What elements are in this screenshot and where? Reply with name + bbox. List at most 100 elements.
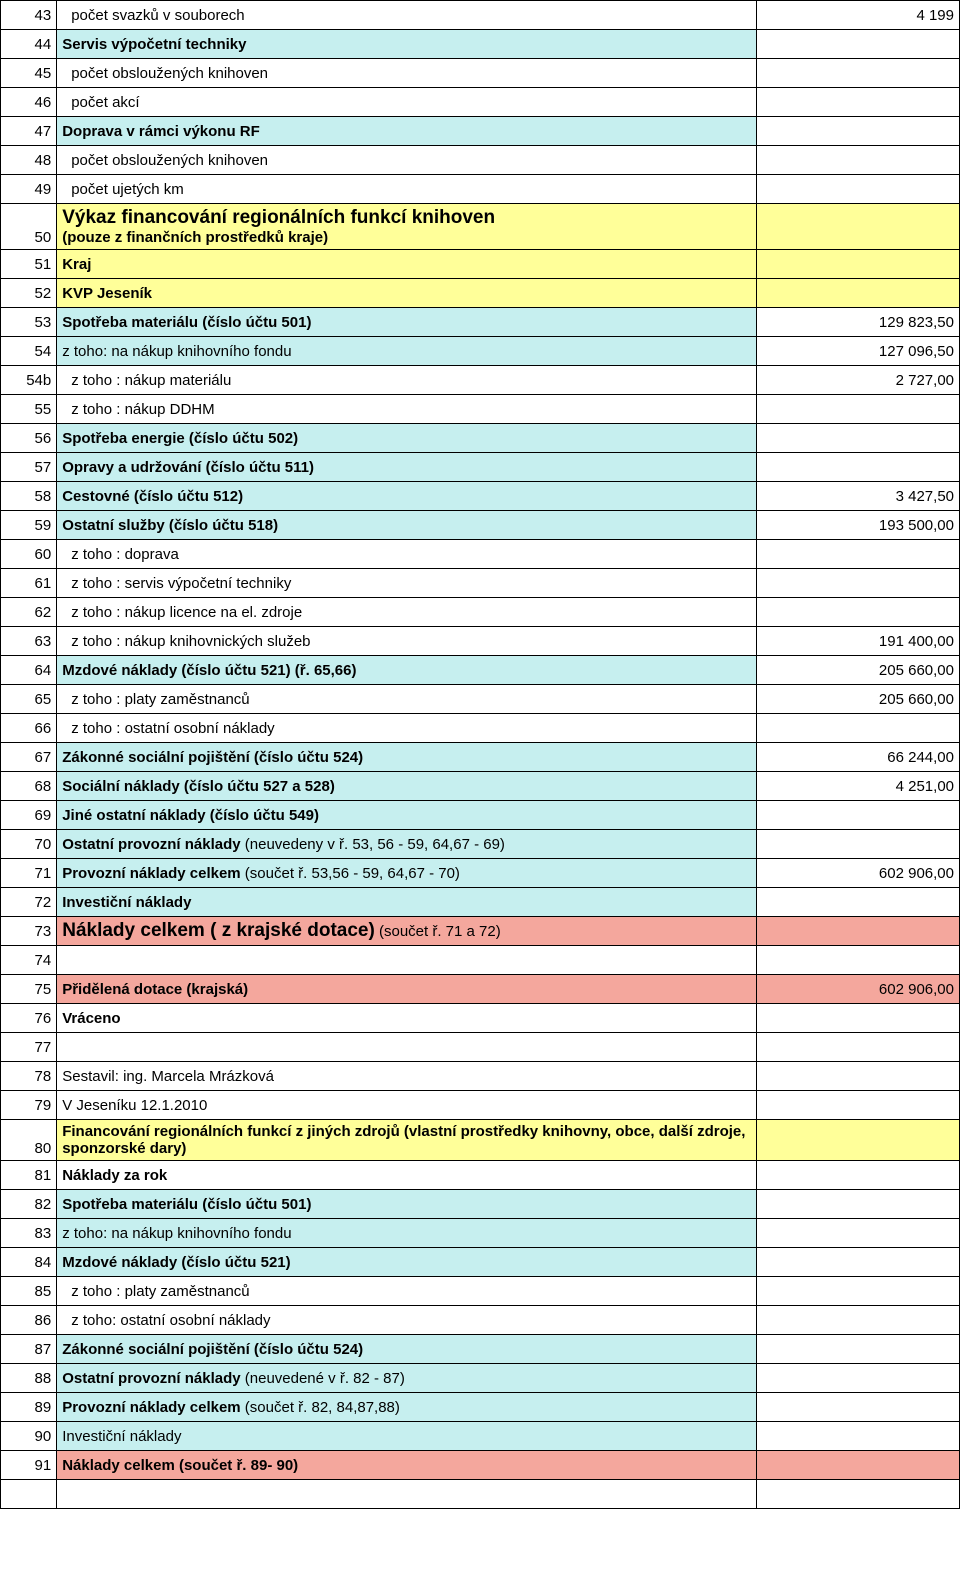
row-number: 68 (1, 772, 57, 801)
row-number: 86 (1, 1306, 57, 1335)
table-row: 90Investiční náklady (1, 1422, 960, 1451)
row-value (757, 946, 960, 975)
row-label: z toho : doprava (57, 540, 757, 569)
row-value (757, 146, 960, 175)
row-label: Spotřeba materiálu (číslo účtu 501) (57, 1190, 757, 1219)
row-label: Spotřeba energie (číslo účtu 502) (57, 424, 757, 453)
row-number: 71 (1, 859, 57, 888)
table-row: 55 z toho : nákup DDHM (1, 395, 960, 424)
row-value: 4 251,00 (757, 772, 960, 801)
table-row: 45 počet obsloužených knihoven (1, 59, 960, 88)
row-value (757, 1393, 960, 1422)
row-label: Doprava v rámci výkonu RF (57, 117, 757, 146)
row-value (757, 1277, 960, 1306)
table-row: 76Vráceno (1, 1004, 960, 1033)
row-label: z toho : nákup materiálu (57, 366, 757, 395)
row-number: 47 (1, 117, 57, 146)
row-label: z toho: na nákup knihovního fondu (57, 337, 757, 366)
row-number: 53 (1, 308, 57, 337)
row-number: 80 (1, 1120, 57, 1161)
row-value (757, 1033, 960, 1062)
row-number: 62 (1, 598, 57, 627)
row-number: 78 (1, 1062, 57, 1091)
row-label: z toho: ostatní osobní náklady (57, 1306, 757, 1335)
row-value: 129 823,50 (757, 308, 960, 337)
row-number: 72 (1, 888, 57, 917)
row-label: Zákonné sociální pojištění (číslo účtu 5… (57, 743, 757, 772)
row-number (1, 1480, 57, 1509)
row-label: Provozní náklady celkem (součet ř. 53,56… (57, 859, 757, 888)
row-number: 45 (1, 59, 57, 88)
row-number: 56 (1, 424, 57, 453)
row-label: Cestovné (číslo účtu 512) (57, 482, 757, 511)
table-row: 88Ostatní provozní náklady (neuvedené v … (1, 1364, 960, 1393)
row-number: 75 (1, 975, 57, 1004)
row-label: Spotřeba materiálu (číslo účtu 501) (57, 308, 757, 337)
row-label (57, 1033, 757, 1062)
row-value (757, 279, 960, 308)
row-label: Financování regionálních funkcí z jiných… (57, 1120, 757, 1161)
row-value: 191 400,00 (757, 627, 960, 656)
row-label: Opravy a udržování (číslo účtu 511) (57, 453, 757, 482)
table-row: 47Doprava v rámci výkonu RF (1, 117, 960, 146)
row-value (757, 1422, 960, 1451)
row-label: počet akcí (57, 88, 757, 117)
row-label: z toho : nákup licence na el. zdroje (57, 598, 757, 627)
row-value (757, 1219, 960, 1248)
row-number: 70 (1, 830, 57, 859)
row-number: 91 (1, 1451, 57, 1480)
row-number: 67 (1, 743, 57, 772)
row-number: 54b (1, 366, 57, 395)
table-row: 81Náklady za rok (1, 1161, 960, 1190)
row-value (757, 1062, 960, 1091)
row-value (757, 30, 960, 59)
report-table: 43 počet svazků v souborech4 19944Servis… (0, 0, 960, 1509)
row-value (757, 424, 960, 453)
row-value: 602 906,00 (757, 859, 960, 888)
table-row: 57Opravy a udržování (číslo účtu 511) (1, 453, 960, 482)
row-label: Jiné ostatní náklady (číslo účtu 549) (57, 801, 757, 830)
row-label: V Jeseníku 12.1.2010 (57, 1091, 757, 1120)
row-label: KVP Jeseník (57, 279, 757, 308)
row-label: počet obsloužených knihoven (57, 146, 757, 175)
row-number: 82 (1, 1190, 57, 1219)
row-value (757, 59, 960, 88)
row-value (757, 569, 960, 598)
row-value (757, 888, 960, 917)
row-number: 90 (1, 1422, 57, 1451)
row-label: Přidělená dotace (krajská) (57, 975, 757, 1004)
table-row: 61 z toho : servis výpočetní techniky (1, 569, 960, 598)
row-value (757, 917, 960, 946)
row-number: 88 (1, 1364, 57, 1393)
row-label: Náklady celkem ( z krajské dotace) (souč… (57, 917, 757, 946)
row-value (757, 801, 960, 830)
row-number: 48 (1, 146, 57, 175)
row-value (757, 117, 960, 146)
table-row: 74 (1, 946, 960, 975)
row-value (757, 453, 960, 482)
table-row: 62 z toho : nákup licence na el. zdroje (1, 598, 960, 627)
table-row: 84Mzdové náklady (číslo účtu 521) (1, 1248, 960, 1277)
row-value: 3 427,50 (757, 482, 960, 511)
table-row: 43 počet svazků v souborech4 199 (1, 1, 960, 30)
table-row: 60 z toho : doprava (1, 540, 960, 569)
table-row: 89Provozní náklady celkem (součet ř. 82,… (1, 1393, 960, 1422)
row-value: 205 660,00 (757, 656, 960, 685)
table-row: 70Ostatní provozní náklady (neuvedeny v … (1, 830, 960, 859)
row-value (757, 1248, 960, 1277)
table-row: 48 počet obsloužených knihoven (1, 146, 960, 175)
table-row: 44Servis výpočetní techniky (1, 30, 960, 59)
row-number: 58 (1, 482, 57, 511)
row-value: 66 244,00 (757, 743, 960, 772)
row-number: 81 (1, 1161, 57, 1190)
table-row: 66 z toho : ostatní osobní náklady (1, 714, 960, 743)
row-label: Náklady za rok (57, 1161, 757, 1190)
row-value (757, 598, 960, 627)
row-number: 76 (1, 1004, 57, 1033)
table-row: 52KVP Jeseník (1, 279, 960, 308)
row-label: počet svazků v souborech (57, 1, 757, 30)
row-label: Servis výpočetní techniky (57, 30, 757, 59)
table-row: 77 (1, 1033, 960, 1062)
row-number: 59 (1, 511, 57, 540)
table-row: 68Sociální náklady (číslo účtu 527 a 528… (1, 772, 960, 801)
